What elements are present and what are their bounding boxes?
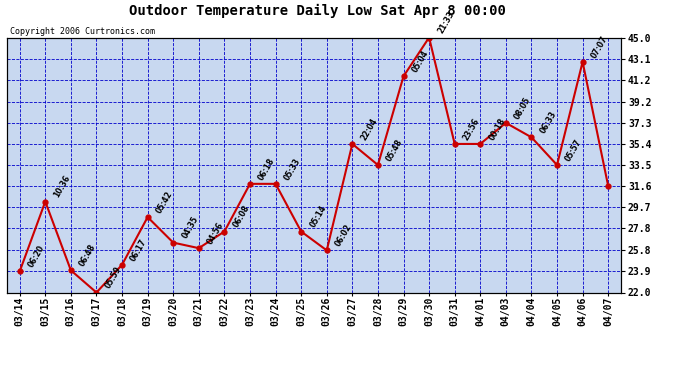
Text: 22:04: 22:04	[359, 116, 379, 142]
Text: 00:18: 00:18	[487, 116, 507, 142]
Text: 06:18: 06:18	[257, 156, 277, 182]
Text: 05:33: 05:33	[282, 156, 302, 182]
Text: 05:42: 05:42	[155, 190, 175, 215]
Text: 10:36: 10:36	[52, 174, 72, 200]
Text: 06:02: 06:02	[334, 223, 353, 248]
Text: 08:05: 08:05	[513, 95, 533, 121]
Text: 06:17: 06:17	[129, 237, 149, 262]
Text: 23:56: 23:56	[462, 117, 482, 142]
Text: 04:35: 04:35	[180, 215, 200, 240]
Text: 21:33: 21:33	[436, 10, 456, 35]
Text: 05:04: 05:04	[411, 49, 431, 74]
Text: Outdoor Temperature Daily Low Sat Apr 8 00:00: Outdoor Temperature Daily Low Sat Apr 8 …	[129, 4, 506, 18]
Text: 06:48: 06:48	[78, 243, 98, 268]
Text: 06:33: 06:33	[538, 110, 558, 135]
Text: 07:07: 07:07	[589, 34, 609, 60]
Text: 04:56: 04:56	[206, 221, 226, 246]
Text: Copyright 2006 Curtronics.com: Copyright 2006 Curtronics.com	[10, 27, 155, 36]
Text: 05:59: 05:59	[104, 265, 123, 290]
Text: 06:08: 06:08	[231, 204, 251, 230]
Text: 06:20: 06:20	[27, 244, 46, 269]
Text: 05:14: 05:14	[308, 204, 328, 230]
Text: 05:57: 05:57	[564, 138, 584, 163]
Text: 05:48: 05:48	[385, 138, 405, 163]
